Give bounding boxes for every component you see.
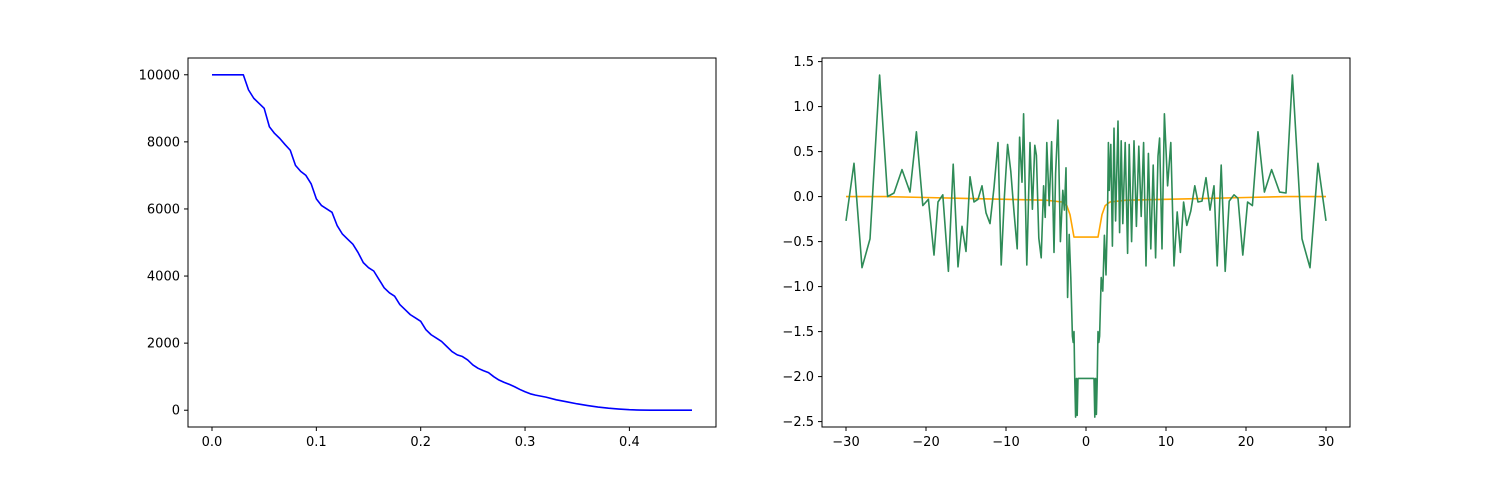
chart-0-y-tick-label: 8000 <box>147 135 180 150</box>
chart-1-x-tick-label: 10 <box>1158 435 1175 450</box>
chart-1-x-tick-label: −20 <box>912 435 939 450</box>
chart-0-x-tick-label: 0.4 <box>619 435 640 450</box>
chart-1-y-tick-label: −0.5 <box>782 235 814 250</box>
chart-0-y-tick-label: 4000 <box>147 270 180 285</box>
chart-1-y-tick-label: 0.0 <box>793 190 814 205</box>
chart-0-x-tick-label: 0.2 <box>410 435 431 450</box>
chart-0-x-tick-label: 0.3 <box>515 435 536 450</box>
chart-1-series-0-line <box>846 195 1326 238</box>
chart-1-y-tick-label: 0.5 <box>793 145 814 160</box>
chart-1-y-tick-label: 1.0 <box>793 100 814 115</box>
left-chart: 0.0 0.1 0.2 0.3 0.4 0 2000 4000 6000 8000 10000 <box>139 57 717 450</box>
chart-1-series-1-line <box>845 74 1327 418</box>
chart-0-y-tick-label: 6000 <box>147 202 180 217</box>
chart-1-y-tick-label: −1.0 <box>782 280 814 295</box>
chart-0-series-0-line <box>212 73 692 412</box>
chart-0-x-tick-label: 0.0 <box>202 435 223 450</box>
chart-1-y-tick-label: 1.5 <box>793 55 814 70</box>
chart-0-axes-frame <box>187 57 717 428</box>
chart-1-y-tick-label: −2.5 <box>782 415 814 430</box>
chart-1-x-tick-label: 20 <box>1238 435 1255 450</box>
chart-1-y-tick-label: −2.0 <box>782 370 814 385</box>
chart-0-y-tick-label: 10000 <box>139 68 180 83</box>
chart-1-x-tick-label: 30 <box>1318 435 1335 450</box>
chart-1-x-tick-label: −10 <box>992 435 1019 450</box>
chart-1-x-tick-label: 0 <box>1082 435 1090 450</box>
chart-0-y-tick-label: 0 <box>172 404 180 419</box>
chart-0-y-tick-label: 2000 <box>147 337 180 352</box>
chart-0-x-tick-label: 0.1 <box>306 435 327 450</box>
right-chart: −30 −20 −10 0 10 20 30 −2.5 −2.0 −1.5 −1.0 −0.5 0.0 0… <box>782 55 1351 450</box>
chart-1-x-tick-label: −30 <box>832 435 859 450</box>
chart-1-y-tick-label: −1.5 <box>782 325 814 340</box>
